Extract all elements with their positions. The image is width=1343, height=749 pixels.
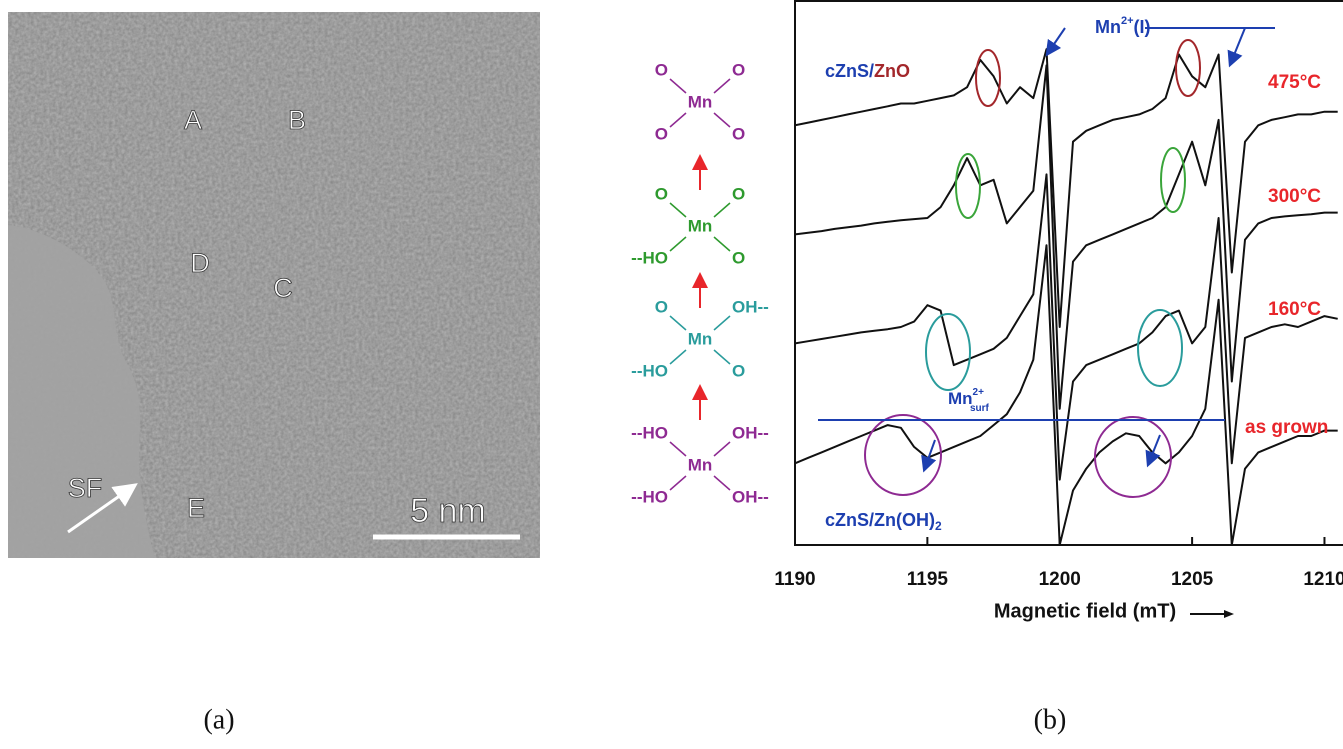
annotation: cZnS/Zn(OH)2	[825, 510, 942, 533]
bond	[670, 350, 686, 364]
grain-label: A	[184, 105, 202, 135]
ligand: --HO	[631, 423, 668, 442]
series-label: 475°C	[1268, 72, 1321, 93]
ligand: O	[655, 60, 668, 79]
bond	[670, 442, 686, 456]
caption: (a)	[203, 704, 234, 735]
x-tick-label: 1195	[907, 569, 949, 590]
x-tick-label: 1200	[1039, 569, 1081, 590]
ligand: O	[732, 248, 745, 267]
grain-label: C	[273, 273, 293, 303]
spectrum-line	[795, 49, 1338, 327]
ligand: OH--	[732, 297, 769, 316]
bond	[714, 316, 730, 330]
metal-center: Mn	[688, 216, 713, 235]
bond	[670, 316, 686, 330]
ligand: O	[732, 361, 745, 380]
ligand: --HO	[631, 361, 668, 380]
x-tick-label: 1190	[774, 569, 815, 590]
ligand: O	[732, 60, 745, 79]
grain-label: B	[288, 105, 306, 135]
spectrum-line	[795, 245, 1338, 545]
series-label: 300°C	[1268, 186, 1321, 207]
ligand: --HO	[631, 248, 668, 267]
axes-frame	[795, 0, 1343, 545]
plot-area	[795, 49, 1338, 545]
ligand: O	[732, 124, 745, 143]
ligand: OH--	[732, 487, 769, 506]
bond	[714, 237, 730, 251]
annotation: Mn2+(I)	[1095, 15, 1151, 37]
grain-label: E	[187, 493, 205, 523]
x-tick-label: 1205	[1171, 569, 1214, 590]
bond	[714, 113, 730, 127]
grain-label: D	[190, 248, 210, 278]
metal-center: Mn	[688, 329, 713, 348]
bond	[714, 442, 730, 456]
bond	[714, 350, 730, 364]
caption: (b)	[1034, 704, 1067, 735]
ligand: O	[655, 297, 668, 316]
ligand: OH--	[732, 423, 769, 442]
bond	[714, 79, 730, 93]
series-label: 160°C	[1268, 299, 1321, 320]
series-label: as grown	[1245, 417, 1328, 438]
bond	[714, 203, 730, 217]
metal-center: Mn	[688, 92, 713, 111]
annotation: Mn2+surf	[948, 387, 990, 414]
annotation: cZnS/ZnO	[825, 61, 910, 81]
ligand: O	[655, 184, 668, 203]
x-axis-label: Magnetic field (mT)	[994, 600, 1176, 622]
bond	[670, 113, 686, 127]
bond	[670, 237, 686, 251]
axis-arrow	[1224, 610, 1234, 618]
scale-label: 5 nm	[410, 492, 486, 530]
figure: A B D C E SF 5 nm (a) (b) Mn O O O O Mn O O --HO…	[0, 0, 1343, 749]
stacking-fault-label: SF	[68, 473, 103, 503]
bond	[670, 203, 686, 217]
x-tick-label: 1210	[1303, 569, 1343, 590]
bond	[714, 476, 730, 490]
bond	[670, 476, 686, 490]
metal-center: Mn	[688, 455, 713, 474]
ligand: O	[732, 184, 745, 203]
ligand: --HO	[631, 487, 668, 506]
ligand: O	[655, 124, 668, 143]
bond	[670, 79, 686, 93]
